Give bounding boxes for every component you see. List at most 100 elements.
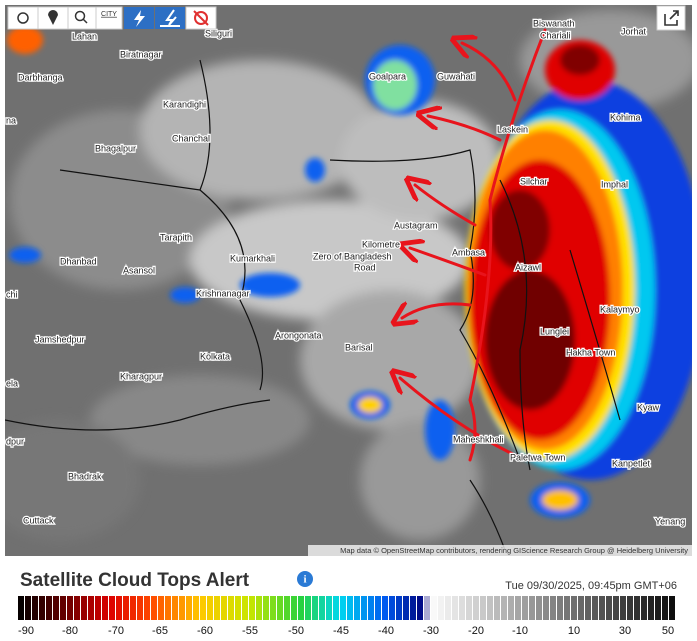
scale-tick-label: -50 [288, 625, 304, 637]
place-label: Bhagalpur [95, 143, 136, 153]
color-cell [431, 596, 437, 620]
color-cell [25, 596, 31, 620]
place-label: Ambasa [452, 247, 485, 257]
place-label: Kyaw [637, 402, 660, 412]
color-cell [81, 596, 87, 620]
color-cell [39, 596, 45, 620]
color-cell [438, 596, 444, 620]
color-cell [368, 596, 374, 620]
place-label: Kilometre [362, 239, 400, 249]
place-label: Darbhanga [18, 72, 63, 82]
color-cell [284, 596, 290, 620]
color-cell [578, 596, 584, 620]
color-cell [606, 596, 612, 620]
place-label: Hakha Town [566, 347, 615, 357]
place-label: Aizawl [515, 262, 541, 272]
color-cell [32, 596, 38, 620]
place-label: Kalaymyo [600, 304, 640, 314]
color-cell [480, 596, 486, 620]
place-label: chi [6, 289, 18, 299]
strike-button[interactable] [155, 7, 185, 29]
color-cell [270, 596, 276, 620]
place-label: Yenang [655, 516, 685, 526]
color-cell [515, 596, 521, 620]
color-cell [60, 596, 66, 620]
place-label: Kanpetlet [612, 458, 651, 468]
color-cell [137, 596, 143, 620]
color-cell [592, 596, 598, 620]
color-cell [396, 596, 402, 620]
color-cell [585, 596, 591, 620]
place-label: ela [6, 378, 18, 388]
city-button[interactable] [95, 6, 123, 30]
color-cell [389, 596, 395, 620]
color-cell [529, 596, 535, 620]
color-cell [410, 596, 416, 620]
place-label: Zero of Bangladesh [313, 251, 392, 261]
color-cell [221, 596, 227, 620]
color-cell [466, 596, 472, 620]
color-cell [403, 596, 409, 620]
color-cell [235, 596, 241, 620]
color-cell [613, 596, 619, 620]
place-label: Goalpara [369, 71, 406, 81]
color-cell [550, 596, 556, 620]
place-label: dpur [6, 436, 24, 446]
scale-tick-label: -20 [468, 625, 484, 637]
color-cell [522, 596, 528, 620]
color-cell [543, 596, 549, 620]
color-cell [95, 596, 101, 620]
color-cell [109, 596, 115, 620]
color-cell [508, 596, 514, 620]
color-cell [445, 596, 451, 620]
place-label: Tarapith [160, 232, 192, 242]
refresh-button[interactable] [7, 6, 39, 30]
color-cell [186, 596, 192, 620]
color-cell [417, 596, 423, 620]
color-cell [74, 596, 80, 620]
color-cell [123, 596, 129, 620]
place-label: Austagram [394, 220, 438, 230]
place-label: na [6, 115, 16, 125]
color-cell [487, 596, 493, 620]
scale-tick-label: -80 [62, 625, 78, 637]
color-cell [305, 596, 311, 620]
place-label: Laskein [497, 124, 528, 134]
annotation-arrows [400, 28, 547, 462]
share-button[interactable] [656, 5, 686, 31]
color-cell [214, 596, 220, 620]
place-label: Chariali [540, 30, 571, 40]
color-cell [627, 596, 633, 620]
place-label: Krishnanagar [196, 288, 250, 298]
color-cell [179, 596, 185, 620]
color-cell [130, 596, 136, 620]
info-button[interactable] [297, 571, 313, 587]
scale-tick-label: -40 [378, 625, 394, 637]
color-cell [424, 596, 430, 620]
place-label: Lunglei [540, 326, 569, 336]
color-cell [298, 596, 304, 620]
color-cell [501, 596, 507, 620]
place-label: Asansol [123, 265, 155, 275]
color-cell [312, 596, 318, 620]
color-cell [228, 596, 234, 620]
place-label: Paletwa Town [510, 452, 565, 462]
color-cell [277, 596, 283, 620]
scale-tick-label: 50 [662, 625, 674, 637]
color-cell [249, 596, 255, 620]
color-cell [662, 596, 668, 620]
place-label: Lahan [72, 31, 97, 41]
color-cell [354, 596, 360, 620]
satellite-map[interactable]: Biswanath Chariali Jorhat Lahan Siliguri Bira… [0, 5, 697, 556]
place-label: Imphal [601, 179, 628, 189]
color-cell [382, 596, 388, 620]
color-cell [669, 596, 675, 620]
place-label: Kumarkhali [230, 253, 275, 263]
place-label: Kohima [610, 112, 641, 122]
color-cell [333, 596, 339, 620]
scale-tick-label: -65 [152, 625, 168, 637]
storm-complex [7, 26, 692, 518]
scale-tick-label: -55 [242, 625, 258, 637]
zoom-button[interactable] [67, 6, 97, 30]
